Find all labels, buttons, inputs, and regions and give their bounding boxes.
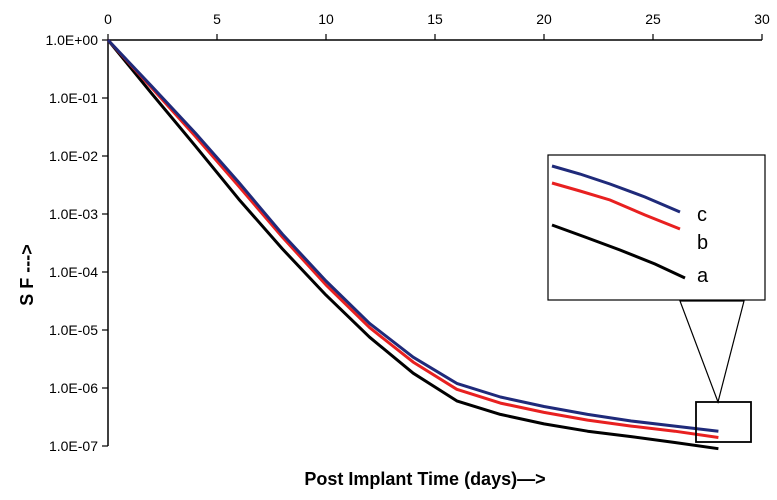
- x-tick-label: 30: [754, 11, 770, 27]
- x-tick-label: 5: [213, 11, 221, 27]
- series-line-b: [106, 38, 719, 439]
- zoom-box: [695, 401, 752, 443]
- zoom-callout: [679, 300, 752, 443]
- series-line-c: [106, 38, 719, 433]
- x-tick-label: 0: [104, 11, 112, 27]
- x-tick-label: 15: [427, 11, 443, 27]
- series-line-a: [106, 39, 719, 451]
- inset-line-a: [551, 223, 686, 280]
- y-tick-label: 1.0E-07: [49, 438, 98, 454]
- inset-frame: [547, 154, 766, 301]
- x-tick-label: 20: [536, 11, 552, 27]
- inset-label-b: b: [697, 232, 708, 254]
- inset-panel: cba: [547, 154, 766, 301]
- x-axis-ticks: 0 5 10 15 20 25 30: [104, 11, 770, 40]
- inset-label-c: c: [697, 204, 707, 226]
- y-tick-label: 1.0E-01: [49, 90, 98, 106]
- inset-label-a: a: [697, 265, 709, 287]
- y-tick-label: 1.0E-05: [49, 322, 98, 338]
- inset-line-c: [551, 164, 681, 214]
- zoom-connector: [679, 300, 745, 404]
- y-tick-label: 1.0E-02: [49, 148, 98, 164]
- y-axis-title: S F --->: [17, 244, 37, 306]
- x-tick-label: 10: [318, 11, 334, 27]
- inset-line-b: [551, 181, 681, 231]
- y-axis-ticks: 1.0E+00 1.0E-01 1.0E-02 1.0E-03 1.0E-04 1.0E-…: [45, 32, 108, 454]
- y-tick-label: 1.0E-06: [49, 380, 98, 396]
- y-tick-label: 1.0E-04: [49, 264, 98, 280]
- x-axis-title: Post Implant Time (days)—>: [304, 469, 545, 489]
- series-layer: [106, 38, 719, 451]
- y-tick-label: 1.0E-03: [49, 206, 98, 222]
- x-tick-label: 25: [645, 11, 661, 27]
- y-tick-label: 1.0E+00: [45, 32, 98, 48]
